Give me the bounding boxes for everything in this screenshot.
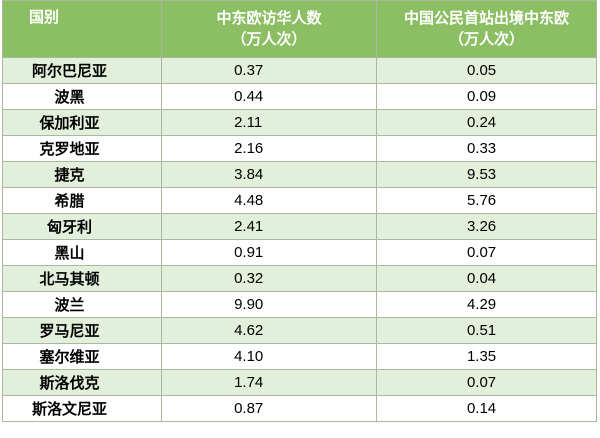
country-cell: 波兰 bbox=[1, 291, 163, 318]
table-row: 波黑 0.44 0.09 bbox=[1, 83, 598, 110]
country-cell: 波黑 bbox=[1, 83, 163, 110]
value-cell: 0.87 bbox=[161, 395, 377, 422]
value-cell: 0.44 bbox=[161, 83, 377, 110]
value-cell: 0.05 bbox=[375, 57, 598, 84]
country-cell: 捷克 bbox=[1, 161, 163, 188]
header-cell: 中国公民首站出境中东欧 （万人次） bbox=[375, 0, 598, 58]
value-cell: 0.24 bbox=[375, 109, 598, 136]
header-text: 中东欧访华人数 bbox=[216, 10, 322, 27]
value-cell: 2.41 bbox=[161, 213, 377, 240]
value-cell: 4.48 bbox=[161, 187, 377, 214]
header-cell: 中东欧访华人数 （万人次） bbox=[161, 0, 377, 58]
value-cell: 0.33 bbox=[375, 135, 598, 162]
header-text: （万人次） bbox=[231, 31, 307, 48]
country-cell: 塞尔维亚 bbox=[1, 343, 163, 370]
table-row: 希腊 4.48 5.76 bbox=[1, 187, 598, 214]
country-cell: 希腊 bbox=[1, 187, 163, 214]
header-text: 中国公民首站出境中东欧 bbox=[403, 10, 569, 27]
table-row: 波兰 9.90 4.29 bbox=[1, 291, 598, 318]
value-cell: 4.62 bbox=[161, 317, 377, 344]
table-row: 捷克 3.84 9.53 bbox=[1, 161, 598, 188]
table-row: 斯洛文尼亚 0.87 0.14 bbox=[1, 395, 598, 422]
country-cell: 北马其顿 bbox=[1, 265, 163, 292]
value-cell: 3.26 bbox=[375, 213, 598, 240]
value-cell: 9.90 bbox=[161, 291, 377, 318]
country-cell: 罗马尼亚 bbox=[1, 317, 163, 344]
country-cell: 斯洛文尼亚 bbox=[1, 395, 163, 422]
table-row: 黑山 0.91 0.07 bbox=[1, 239, 598, 266]
country-cell: 斯洛伐克 bbox=[1, 369, 163, 396]
value-cell: 3.84 bbox=[161, 161, 377, 188]
value-cell: 1.74 bbox=[161, 369, 377, 396]
header-cell: 国别 bbox=[1, 0, 163, 58]
value-cell: 0.14 bbox=[375, 395, 598, 422]
value-cell: 0.32 bbox=[161, 265, 377, 292]
value-cell: 0.07 bbox=[375, 239, 598, 266]
country-cell: 克罗地亚 bbox=[1, 135, 163, 162]
value-cell: 0.07 bbox=[375, 369, 598, 396]
header-text: 国别 bbox=[29, 9, 60, 26]
table-row: 北马其顿 0.32 0.04 bbox=[1, 265, 598, 292]
country-cell: 黑山 bbox=[1, 239, 163, 266]
table-row: 塞尔维亚 4.10 1.35 bbox=[1, 343, 598, 370]
value-cell: 0.51 bbox=[375, 317, 598, 344]
value-cell: 2.16 bbox=[161, 135, 377, 162]
table-row: 匈牙利 2.41 3.26 bbox=[1, 213, 598, 240]
header-row: 国别 中东欧访华人数 （万人次） 中国公民首站出境中东欧 （万人次） bbox=[1, 0, 598, 58]
value-cell: 0.91 bbox=[161, 239, 377, 266]
value-cell: 5.76 bbox=[375, 187, 598, 214]
table-row: 斯洛伐克 1.74 0.07 bbox=[1, 369, 598, 396]
value-cell: 9.53 bbox=[375, 161, 598, 188]
value-cell: 0.04 bbox=[375, 265, 598, 292]
value-cell: 1.35 bbox=[375, 343, 598, 370]
table-row: 罗马尼亚 4.62 0.51 bbox=[1, 317, 598, 344]
country-cell: 阿尔巴尼亚 bbox=[1, 57, 163, 84]
value-cell: 2.11 bbox=[161, 109, 377, 136]
table-row: 克罗地亚 2.16 0.33 bbox=[1, 135, 598, 162]
data-table: 国别 中东欧访华人数 （万人次） 中国公民首站出境中东欧 （万人次） 阿尔巴尼亚 0.37… bbox=[1, 0, 598, 422]
header-text: （万人次） bbox=[448, 31, 524, 48]
value-cell: 0.09 bbox=[375, 83, 598, 110]
country-cell: 保加利亚 bbox=[1, 109, 163, 136]
country-cell: 匈牙利 bbox=[1, 213, 163, 240]
value-cell: 0.37 bbox=[161, 57, 377, 84]
value-cell: 4.10 bbox=[161, 343, 377, 370]
table-row: 阿尔巴尼亚 0.37 0.05 bbox=[1, 57, 598, 84]
table-row: 保加利亚 2.11 0.24 bbox=[1, 109, 598, 136]
value-cell: 4.29 bbox=[375, 291, 598, 318]
